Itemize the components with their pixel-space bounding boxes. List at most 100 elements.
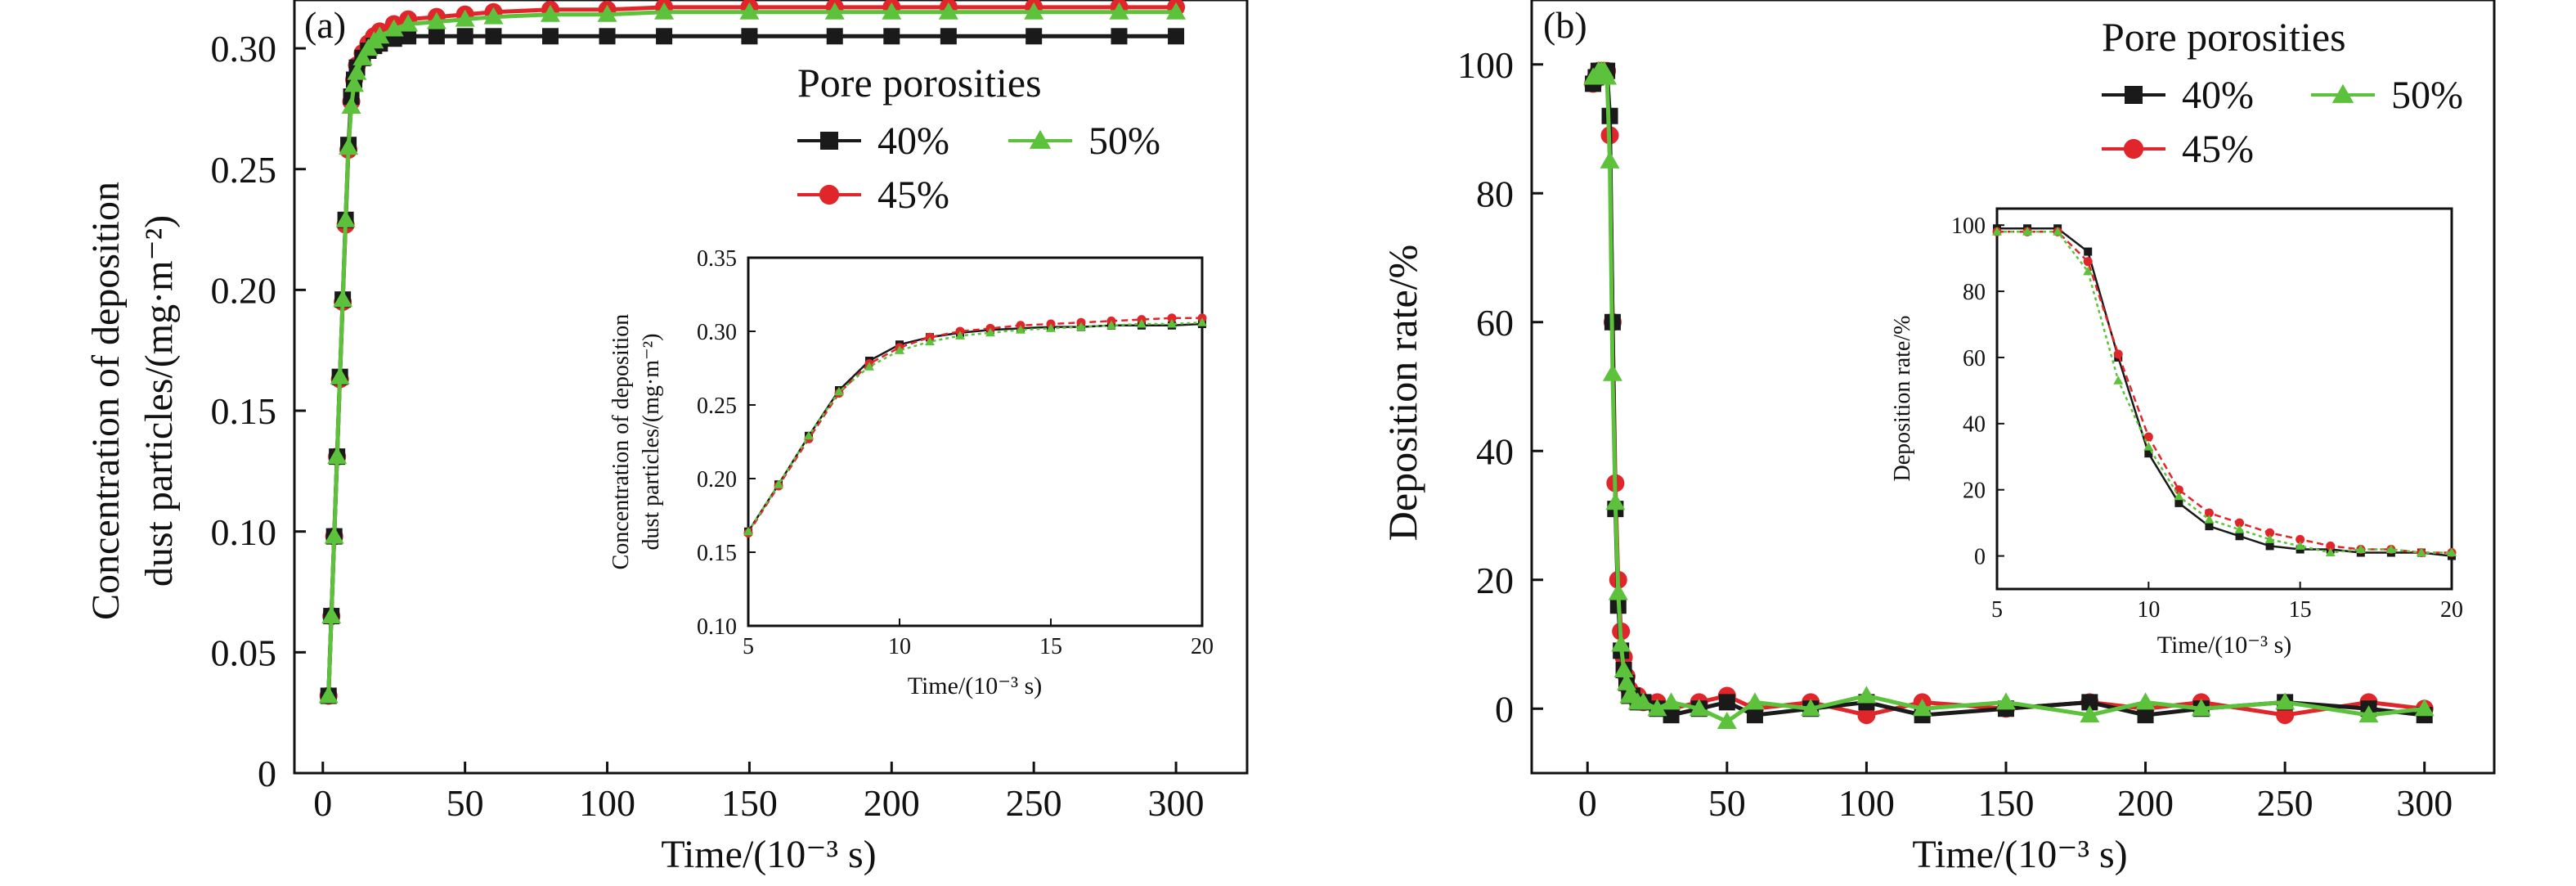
panel-a-x-tick-label: 250 (1006, 782, 1062, 824)
panel-b-x-tick-label: 50 (1708, 782, 1746, 824)
panel-a-x-tick-label: 100 (579, 782, 635, 824)
panel-a-data-point (335, 209, 356, 227)
panel-b-inset-series-line-45pct (1997, 231, 2452, 554)
panel-b-inset-y-tick-label: 0 (1974, 544, 1986, 569)
panel-b-inset-series (1992, 224, 2457, 560)
panel-b-data-point (1718, 694, 1735, 711)
panel-a-inset: 5 10 15 20 0.10 0.15 0.20 0.25 0.30 0.35 Time/(10… (608, 246, 1214, 699)
panel-a-plot-frame (293, 0, 1249, 775)
panel-b-x-tick-label: 100 (1838, 782, 1895, 824)
panel-b-data-point (1717, 712, 1737, 729)
legend-entry-45pct: 45% (877, 173, 949, 217)
panel-a: (a) 0 50 100 150 200 250 30000.050.100.150.200… (84, 0, 1249, 876)
panel-a-inset-data-point (834, 386, 844, 396)
panel-a-data-point (597, 4, 617, 22)
panel-b-inset-data-point (2083, 266, 2094, 276)
panel-a-data-point (824, 2, 845, 20)
panel-b-x-tick-label: 250 (2257, 782, 2313, 824)
panel-a-data-point (347, 62, 367, 80)
panel-b-inset-x-tick-label: 5 (1991, 597, 2003, 623)
panel-a-data-point (318, 686, 339, 704)
panel-b-inset-x-axis-label: Time/(10⁻³ s) (2157, 632, 2292, 659)
panel-b-y-tick-label: 100 (1457, 44, 1514, 86)
panel-a-data-point (1166, 2, 1187, 20)
panel-a-inset-y-tick-label: 0.30 (697, 320, 737, 345)
panel-a-inset-series (743, 313, 1207, 538)
panel-b-plot-frame (1530, 0, 2496, 775)
panel-a-data-point (1024, 2, 1044, 20)
panel-a-series (318, 0, 1187, 705)
panel-b-inset-data-point (2355, 544, 2366, 553)
panel-b-data-point (1857, 706, 1876, 725)
panel-b-data-point (2081, 694, 2098, 711)
legend-entry-45pct: 45% (2182, 128, 2254, 171)
panel-b-inset-data-point (2326, 541, 2336, 551)
panel-a-inset-y-axis-label-line1: Concentration of deposition (608, 314, 634, 570)
panel-b-inset-y-tick-label: 20 (1963, 478, 1986, 503)
panel-a-data-point (426, 11, 447, 29)
panel-b-inset-data-point (2113, 376, 2124, 385)
panel-b-x-axis-label: Time/(10⁻³ s) (1912, 833, 2127, 876)
panel-a-data-point (599, 28, 616, 45)
panel-b-inset-data-point (2235, 532, 2244, 541)
panel-a-inset-data-point (955, 331, 965, 340)
panel-b-inset: 5 10 15 20 0 20 40 60 80 100 Time/(10⁻³ s) Deposi… (1890, 207, 2463, 659)
panel-a-y-axis-label-line2: dust particles/(mg·m⁻²) (137, 215, 181, 587)
panel-b-inset-data-point (2264, 534, 2275, 543)
panel-b-inset-x-tick-label: 10 (2137, 597, 2160, 623)
panel-a-inset-data-point (743, 526, 753, 536)
panel-a-data-point (739, 2, 760, 20)
panel-a-inset-y-tick-label: 0.10 (697, 614, 737, 640)
panel-b-inset-data-point (2113, 349, 2123, 359)
panel-a-inset-data-point (1137, 319, 1147, 328)
panel-b-legend-title: Pore porosities (2102, 14, 2346, 60)
panel-a-data-point (455, 9, 475, 27)
panel-a-inset-x-tick-label: 15 (1039, 634, 1062, 659)
panel-b-inset-data-point (2295, 541, 2305, 550)
panel-a-inset-x-tick-label: 10 (888, 634, 911, 659)
panel-a-inset-data-point (1197, 317, 1207, 326)
panel-b-inset-series-line-40pct (1997, 227, 2453, 557)
panel-b-legend: Pore porosities 40% 50% 45% (2102, 14, 2463, 171)
panel-b-data-point (2191, 699, 2211, 717)
panel-b-y-axis-label: Deposition rate/% (1380, 245, 1425, 541)
panel-b-inset-x-tick-label: 20 (2440, 597, 2463, 623)
panel-b-data-point (1611, 634, 1631, 652)
panel-a-data-point (330, 367, 350, 385)
panel-a-x-tick-label: 50 (447, 782, 484, 824)
panel-b-inset-series-line-50pct (1997, 231, 2452, 554)
panel-a-inset-y-tick-label: 0.25 (697, 394, 737, 419)
panel-a-data-point (344, 74, 365, 92)
panel-b-data-point (1613, 660, 1634, 677)
panel-a-inset-series-line-50pct (747, 321, 1203, 533)
panel-b-inset-ticks: 5 10 15 20 0 20 40 60 80 100 (1951, 214, 2463, 623)
panel-a-x-tick-label: 150 (721, 782, 778, 824)
panel-a-data-point (883, 28, 900, 45)
panel-a-x-tick-label: 300 (1148, 782, 1205, 824)
panel-b-inset-data-point (2234, 524, 2245, 533)
panel-a-data-point (938, 2, 958, 20)
panel-a-inset-x-tick-label: 5 (743, 634, 754, 659)
panel-b-data-point (1616, 672, 1636, 690)
legend-marker (2123, 138, 2144, 160)
panel-b-label: (b) (1543, 4, 1587, 46)
panel-a-inset-data-point (864, 362, 874, 371)
legend-entry-50pct: 50% (2391, 74, 2463, 117)
panel-b-data-point (1689, 699, 1709, 717)
panel-a-inset-data-point (1076, 322, 1086, 331)
panel-a-data-point (741, 28, 758, 45)
panel-b-data-point (1661, 692, 1681, 710)
panel-a-x-axis-label: Time/(10⁻³ s) (661, 833, 876, 876)
panel-b-x-tick-label: 0 (1578, 782, 1597, 824)
panel-a-series-line-45pct (326, 5, 1177, 696)
panel-b-inset-data-point (2265, 542, 2274, 551)
panel-a-inset-y-axis-label-line2: dust particles/(mg·m⁻²) (639, 333, 664, 550)
panel-a-inset-data-point (925, 336, 935, 346)
panel-a-data-point (428, 28, 445, 45)
panel-a-data-point (398, 14, 419, 32)
panel-b-data-point (2358, 705, 2379, 723)
panel-a-y-tick-label: 0.20 (211, 269, 277, 311)
panel-b-y-tick-label: 20 (1476, 560, 1514, 601)
